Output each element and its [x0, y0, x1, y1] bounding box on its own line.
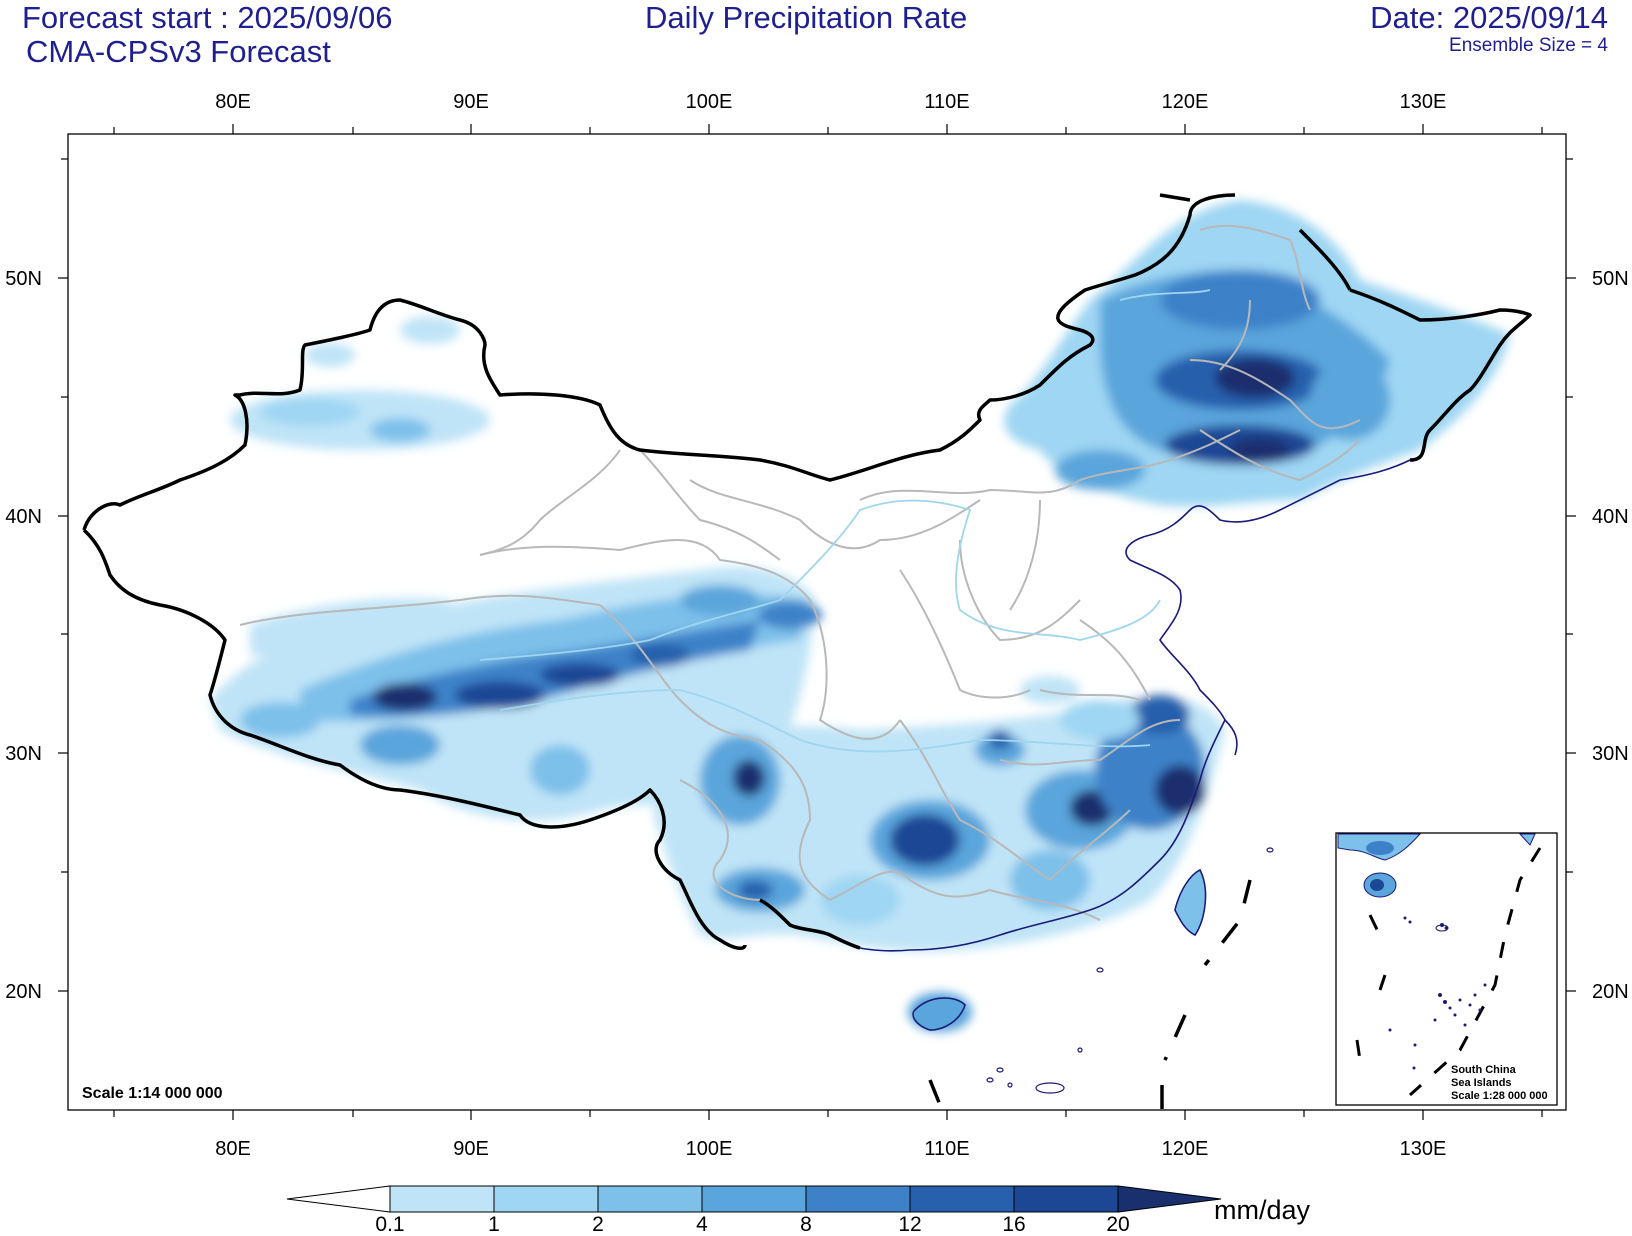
small-islands	[986, 847, 1274, 1094]
lat-label-left: 50N	[5, 268, 42, 290]
lon-label-bottom: 90E	[453, 1138, 489, 1160]
lon-label-bottom: 120E	[1162, 1138, 1209, 1160]
lon-label-top: 110E	[924, 91, 969, 113]
lat-label-left: 20N	[5, 981, 42, 1003]
lat-label-left: 40N	[5, 506, 42, 528]
lon-label-top: 80E	[215, 91, 251, 113]
lon-label-bottom: 110E	[924, 1138, 969, 1160]
scale-label: Scale 1:14 000 000	[82, 1085, 223, 1102]
lat-label-right: 40N	[1592, 506, 1629, 528]
lon-label-bottom: 130E	[1400, 1138, 1447, 1160]
lat-label-left: 30N	[5, 743, 42, 765]
valid-date-label: Date: 2025/09/14	[1370, 0, 1608, 35]
lon-label-bottom: 80E	[215, 1138, 251, 1160]
latitude-labels-right: 50N 40N 30N 20N	[1592, 268, 1629, 1003]
lon-label-bottom: 100E	[686, 1138, 733, 1160]
colorbar-segment	[493, 1185, 599, 1213]
map-title: Daily Precipitation Rate	[645, 0, 968, 35]
colorbar-segment	[389, 1185, 495, 1213]
maritime-dashed-line	[928, 879, 1252, 1110]
colorbar-level-label: 2	[592, 1213, 604, 1236]
inset-label-line3: Scale 1:28 000 000	[1451, 1090, 1548, 1102]
lon-label-top: 130E	[1400, 91, 1447, 113]
colorbar-level-label: 20	[1106, 1213, 1129, 1236]
ensemble-size-label: Ensemble Size = 4	[1449, 35, 1608, 56]
national-border	[82, 193, 1532, 951]
lon-label-top: 100E	[686, 91, 733, 113]
longitude-labels-bottom: 80E 90E 100E 110E 120E 130E	[215, 1138, 1446, 1160]
colorbar-level-label: 16	[1002, 1213, 1025, 1236]
colorbar-segment	[909, 1185, 1015, 1213]
forecast-start-label: Forecast start : 2025/09/06	[22, 0, 393, 35]
colorbar-level-label: 12	[898, 1213, 921, 1236]
inset-label-line2: Sea Islands	[1451, 1077, 1512, 1089]
colorbar-over-triangle	[1117, 1185, 1222, 1213]
colorbar-under-triangle	[286, 1185, 391, 1213]
colorbar-segment	[805, 1185, 911, 1213]
lat-label-right: 30N	[1592, 743, 1629, 765]
lon-label-top: 90E	[453, 91, 489, 113]
colorbar-unit: mm/day	[1214, 1195, 1311, 1225]
latitude-labels-left: 50N 40N 30N 20N	[5, 268, 42, 1003]
hainan-island	[912, 997, 966, 1031]
province-boundaries	[239, 224, 1361, 921]
colorbar-segment	[597, 1185, 703, 1213]
taiwan-island	[1174, 869, 1207, 936]
colorbar-level-label: 8	[800, 1213, 812, 1236]
rivers	[479, 289, 1211, 753]
model-label: CMA-CPSv3 Forecast	[26, 34, 331, 69]
colorbar-segment	[1013, 1185, 1119, 1213]
colorbar: 0.1 1 2 4 8 12 16 20 mm/day	[286, 1185, 1311, 1236]
colorbar-segment	[701, 1185, 807, 1213]
lat-label-right: 50N	[1592, 268, 1629, 290]
lat-label-right: 20N	[1592, 981, 1629, 1003]
colorbar-level-label: 0.1	[375, 1213, 404, 1236]
colorbar-level-label: 4	[696, 1213, 708, 1236]
inset-label-line1: South China	[1451, 1064, 1517, 1076]
longitude-labels-top: 80E 90E 100E 110E 120E 130E	[215, 91, 1446, 113]
lon-label-top: 120E	[1162, 91, 1209, 113]
colorbar-level-label: 1	[488, 1213, 500, 1236]
south-china-sea-inset: South China Sea Islands Scale 1:28 000 0…	[1335, 832, 1558, 1106]
